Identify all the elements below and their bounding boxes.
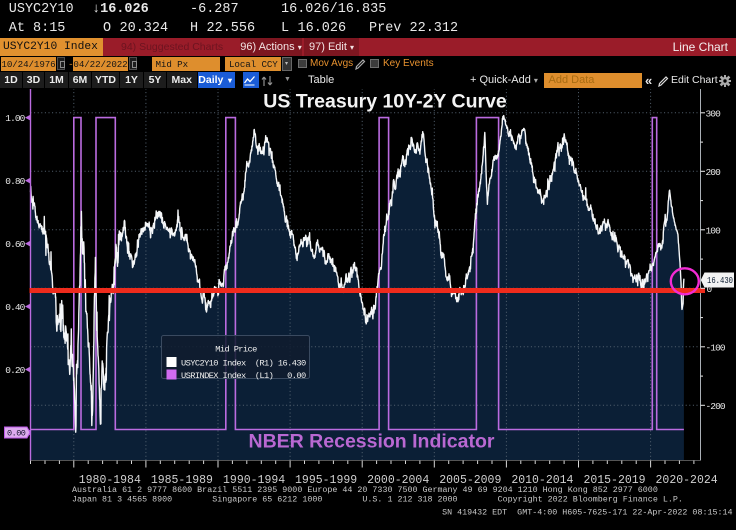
svg-text:2015-2019: 2015-2019: [583, 474, 645, 487]
svg-text:1980-1984: 1980-1984: [79, 474, 141, 487]
svg-text:1990-1994: 1990-1994: [223, 474, 285, 487]
svg-text:NBER Recession Indicator: NBER Recession Indicator: [249, 431, 495, 453]
svg-text:USYC2Y10 Index (R1) 16.430: USYC2Y10 Index (R1) 16.430: [181, 359, 306, 369]
svg-text:100: 100: [706, 225, 722, 236]
svg-text:0.20: 0.20: [5, 365, 25, 376]
svg-text:1.00: 1.00: [5, 113, 25, 124]
svg-text:0.00: 0.00: [7, 429, 26, 439]
svg-text:200: 200: [706, 167, 722, 178]
svg-text:0: 0: [707, 284, 713, 295]
svg-text:USRINDEX Index (L1) 0.00: USRINDEX Index (L1) 0.00: [181, 371, 306, 381]
svg-text:US Treasury 10Y-2Y Curve: US Treasury 10Y-2Y Curve: [263, 91, 507, 113]
svg-text:Japan 81 3 4565 8900 Si: Japan 81 3 4565 8900 Singapore 65 6212 1…: [72, 495, 683, 505]
svg-text:2010-2014: 2010-2014: [511, 474, 573, 487]
svg-text:0.80: 0.80: [5, 176, 25, 187]
svg-text:300: 300: [706, 108, 722, 119]
svg-text:1985-1989: 1985-1989: [151, 474, 213, 487]
svg-text:Australia 61 2 9777 8600 Brazi: Australia 61 2 9777 8600 Brazil 5511 239…: [72, 485, 658, 495]
svg-text:Mid Price: Mid Price: [215, 345, 257, 355]
svg-text:-200: -200: [706, 401, 726, 412]
svg-text:-100: -100: [706, 342, 726, 353]
svg-text:2000-2004: 2000-2004: [367, 474, 429, 487]
svg-text:2020-2024: 2020-2024: [656, 474, 718, 487]
svg-text:0.40: 0.40: [5, 302, 25, 313]
svg-text:SN 419432 EDT GMT-4:00 H605-7: SN 419432 EDT GMT-4:00 H605-7625-171 22-…: [442, 508, 732, 518]
svg-text:2005-2009: 2005-2009: [439, 474, 501, 487]
svg-text:1995-1999: 1995-1999: [295, 474, 357, 487]
svg-text:0.60: 0.60: [5, 239, 25, 250]
svg-text:16.430: 16.430: [707, 275, 733, 286]
